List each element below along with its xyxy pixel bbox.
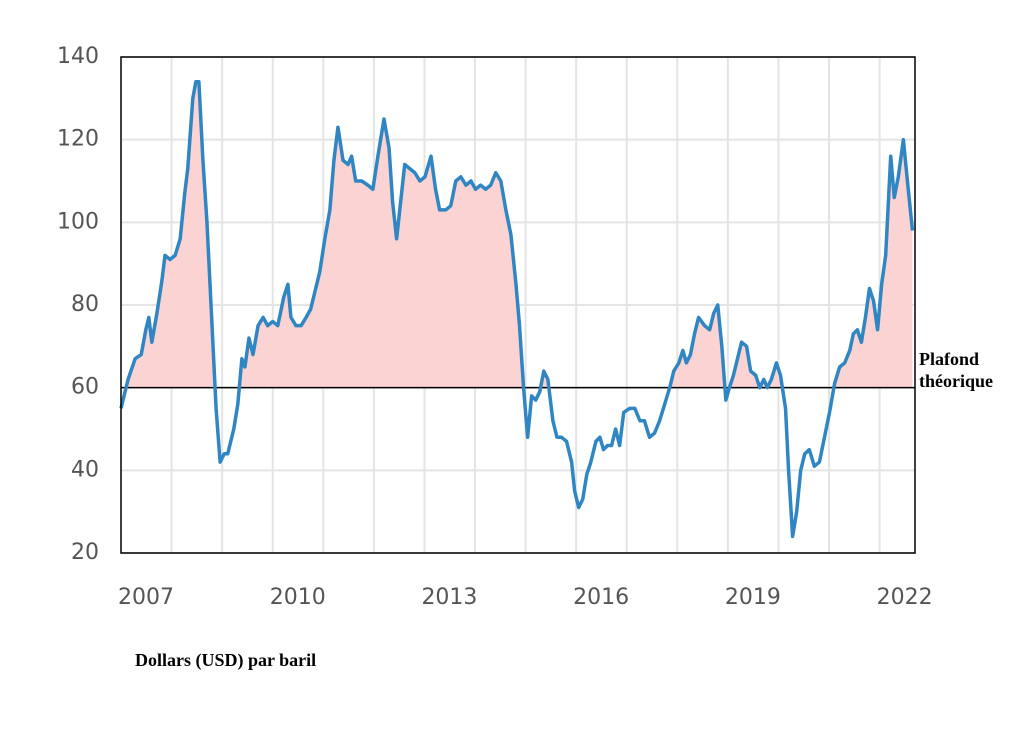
y-tick-label: 140 — [57, 44, 99, 69]
x-tick-label: 2007 — [118, 585, 174, 610]
y-tick-label: 40 — [71, 457, 99, 482]
x-tick-label: 2016 — [573, 585, 629, 610]
plot-frame — [120, 56, 916, 554]
y-tick-label: 120 — [57, 127, 99, 152]
x-tick-label: 2022 — [877, 585, 933, 610]
y-tick-label: 80 — [71, 292, 99, 317]
line — [119, 80, 915, 539]
y-tick-label: 20 — [71, 540, 99, 565]
x-tick-label: 2013 — [421, 585, 477, 610]
y-tick-label: 100 — [57, 209, 99, 234]
y-tick-label: 60 — [71, 375, 99, 400]
axis-label: Dollars (USD) par baril — [135, 650, 317, 670]
x-tick-label: 2019 — [725, 585, 781, 610]
x-tick-label: 2010 — [270, 585, 326, 610]
threshold-label: Plafond théorique — [919, 349, 993, 391]
